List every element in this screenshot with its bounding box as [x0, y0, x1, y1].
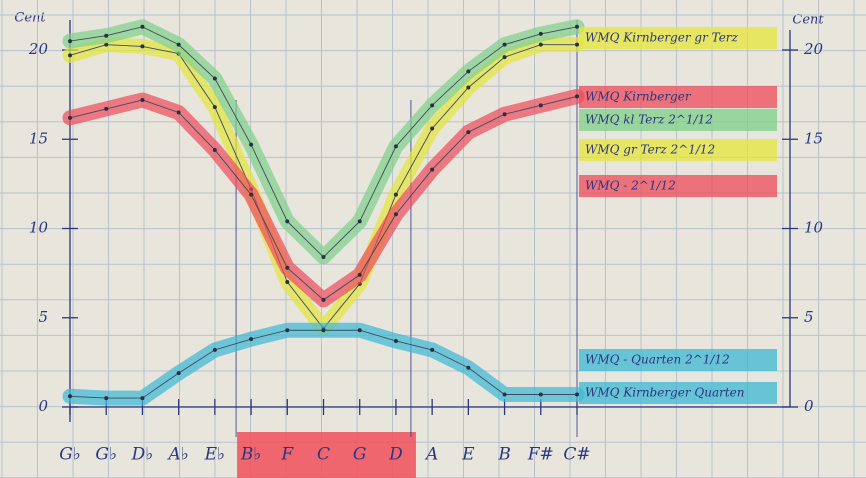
chart: Cent Cent 0510152005101520G♭G♭D♭A♭E♭B♭FC…: [0, 0, 866, 478]
point: [394, 193, 398, 197]
legend-label: WMQ Kirnberger: [585, 90, 692, 104]
x-tick-label: G♭: [95, 445, 117, 465]
point: [68, 394, 72, 398]
layer: 0 5 10 15 20 0 5 10 15 20 G♭ G♭ D♭ A♭ E♭ B♭ F C G D A E B F# C# W…: [0, 0, 866, 478]
point: [68, 116, 72, 120]
point: [430, 127, 434, 131]
legend-label: WMQ - Quarten 2^1/12: [585, 353, 730, 367]
x-tick-label: E♭: [204, 445, 225, 465]
point: [104, 34, 108, 38]
point: [322, 255, 326, 259]
point: [104, 107, 108, 111]
point: [430, 103, 434, 107]
legend-label: WMQ kl Terz 2^1/12: [585, 113, 713, 127]
point: [177, 110, 181, 114]
y-axis-title: Cent: [14, 11, 46, 26]
x-tick-label: A♭: [166, 445, 188, 465]
point: [394, 339, 398, 343]
point: [213, 148, 217, 152]
x-tick-label: B♭: [240, 445, 262, 465]
point: [539, 103, 543, 107]
point: [140, 396, 144, 400]
legend-label: WMQ gr Terz 2^1/12: [585, 143, 715, 157]
point: [213, 105, 217, 109]
point: [503, 393, 507, 397]
y-tick-label: 15: [29, 129, 48, 147]
point: [539, 32, 543, 36]
point: [539, 393, 543, 397]
x-tick-label: G: [353, 445, 367, 465]
point: [575, 94, 579, 98]
point: [140, 44, 144, 48]
point: [213, 77, 217, 81]
point: [68, 39, 72, 43]
point: [249, 143, 253, 147]
y-tick-label: 20: [28, 40, 49, 58]
series-highlight: [70, 330, 577, 398]
point: [575, 393, 579, 397]
point: [249, 337, 253, 341]
point: [430, 168, 434, 172]
point: [68, 53, 72, 57]
y-tick-label: 10: [29, 219, 49, 237]
point: [466, 130, 470, 134]
point: [177, 43, 181, 47]
x-tick-label: E: [461, 445, 475, 465]
point: [249, 193, 253, 197]
x-tick-label: C: [317, 445, 330, 465]
y2-tick-label: 20: [803, 40, 824, 58]
point: [394, 212, 398, 216]
point: [285, 328, 289, 332]
series-line: [70, 45, 577, 329]
point: [503, 112, 507, 116]
point: [285, 280, 289, 284]
legend-label: WMQ - 2^1/12: [585, 179, 676, 193]
point: [358, 219, 362, 223]
x-tick-label: B: [497, 445, 511, 465]
point: [322, 298, 326, 302]
point: [140, 98, 144, 102]
point: [140, 25, 144, 29]
point: [503, 55, 507, 59]
series-highlight: [70, 96, 577, 299]
point: [358, 328, 362, 332]
x-tick-label: C#: [563, 445, 590, 465]
point: [358, 273, 362, 277]
point: [575, 43, 579, 47]
x-tick-label: F#: [527, 445, 554, 465]
y2-tick-label: 15: [804, 129, 823, 147]
point: [575, 25, 579, 29]
x-tick-label: D♭: [131, 445, 154, 465]
series-line: [70, 96, 577, 299]
y2-tick-label: 0: [804, 397, 814, 415]
point: [177, 371, 181, 375]
x-tick-label: A: [424, 445, 438, 465]
point: [503, 43, 507, 47]
point: [285, 219, 289, 223]
y2-tick-label: 5: [804, 308, 814, 326]
point: [539, 43, 543, 47]
x-tick-label: F: [280, 445, 294, 465]
point: [466, 366, 470, 370]
point: [322, 328, 326, 332]
y-tick-label: 5: [38, 308, 48, 326]
legend-label: WMQ Kirnberger gr Terz: [585, 31, 739, 45]
legend-label: WMQ Kirnberger Quarten: [585, 386, 745, 400]
x-tick-label: D: [388, 445, 403, 465]
x-tick-label: G♭: [59, 445, 81, 465]
series-highlight: [70, 45, 577, 329]
point: [285, 266, 289, 270]
y2-tick-label: 10: [804, 219, 824, 237]
point: [394, 144, 398, 148]
point: [104, 396, 108, 400]
y-tick-label: 0: [38, 397, 48, 415]
point: [466, 85, 470, 89]
point: [466, 69, 470, 73]
point: [213, 348, 217, 352]
point: [430, 348, 434, 352]
